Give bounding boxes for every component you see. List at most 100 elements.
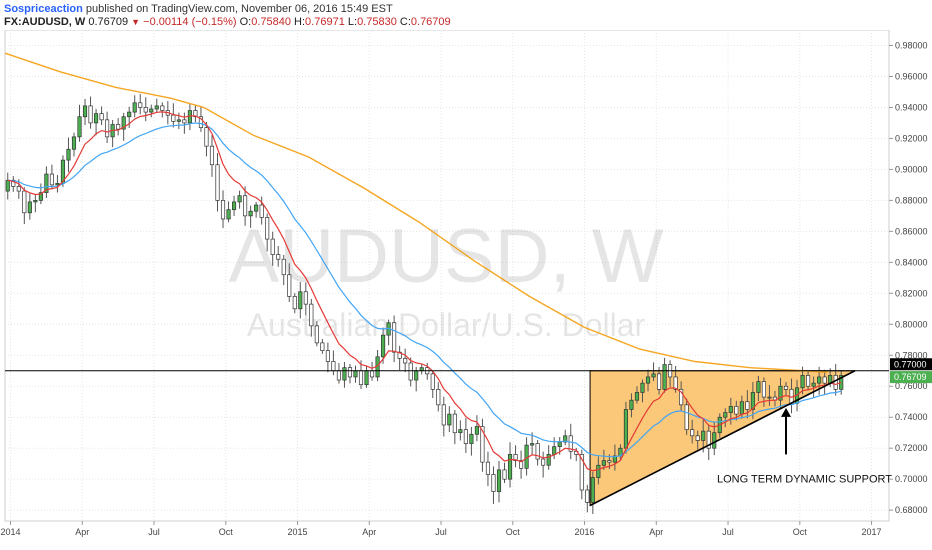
- candle: [27, 193, 32, 220]
- candle: [193, 104, 198, 123]
- candle-body: [745, 401, 750, 410]
- candle-body: [496, 469, 502, 492]
- candle: [5, 172, 10, 200]
- candle: [596, 456, 601, 485]
- candle-body: [276, 254, 281, 260]
- candle-body: [568, 435, 573, 452]
- price-tick-label: 0.98000: [895, 40, 928, 50]
- candle: [651, 362, 656, 382]
- high-label: H:: [294, 16, 306, 28]
- candle-body: [656, 373, 662, 390]
- candle: [259, 196, 264, 225]
- last-price: 0.76709: [88, 16, 129, 28]
- candle: [469, 426, 474, 456]
- candle: [452, 409, 457, 445]
- candle: [535, 439, 540, 466]
- time-axis[interactable]: 2014 Apr Jul Oct 2015 Apr Jul Oct 2016 Apr Jul Oct 2…: [1, 521, 882, 537]
- candle: [314, 321, 319, 347]
- price-tick-label: 0.76000: [895, 381, 928, 391]
- candle-body: [314, 325, 319, 344]
- candle-body: [392, 322, 397, 353]
- candle-body: [579, 454, 584, 491]
- candle: [822, 369, 827, 395]
- candle-body: [237, 195, 242, 203]
- price-tick-label: 0.80000: [895, 319, 928, 329]
- candle-body: [530, 443, 535, 446]
- candle-body: [480, 426, 485, 463]
- candle: [408, 357, 413, 387]
- watermark-symbol: AUDUSD, W: [229, 214, 664, 299]
- candle: [99, 106, 104, 126]
- candle: [397, 345, 402, 371]
- candle-body: [640, 382, 645, 393]
- candle-body: [474, 426, 479, 435]
- candle: [132, 95, 137, 118]
- price-chart[interactable]: AUDUSD, W Australian Dollar/U.S. Dollar …: [0, 30, 932, 550]
- candle-body: [403, 358, 408, 364]
- candle-body: [739, 401, 744, 415]
- candle-body: [452, 413, 457, 434]
- candle: [22, 187, 27, 225]
- candle-body: [281, 258, 286, 276]
- candle: [463, 418, 468, 453]
- price-tick-label: 0.94000: [895, 102, 928, 112]
- candle: [231, 195, 237, 217]
- candle: [254, 201, 259, 218]
- publish-info: published on TradingView.com, November 0…: [82, 3, 393, 15]
- time-tick-label: Jul: [148, 527, 160, 537]
- candle: [568, 423, 573, 460]
- candle-body: [132, 102, 137, 113]
- candle-body: [364, 370, 369, 386]
- candle-body: [728, 406, 733, 413]
- last-price-tag-bg: [890, 371, 932, 384]
- high-value: 0.76971: [305, 16, 345, 28]
- price-tick-label: 0.82000: [895, 288, 928, 298]
- candle: [684, 398, 689, 435]
- candle-body: [623, 409, 629, 449]
- candle-body: [485, 461, 491, 475]
- candle: [436, 382, 441, 412]
- candle-body: [761, 381, 766, 398]
- candle-body: [817, 376, 822, 384]
- candle-body: [71, 136, 77, 150]
- candle: [695, 430, 700, 450]
- candle: [33, 194, 38, 213]
- support-annotation: LONG TERM DYNAMIC SUPPORT: [717, 473, 892, 485]
- candle-body: [684, 404, 689, 430]
- candle: [226, 201, 231, 223]
- time-tick-label: Jul: [435, 527, 447, 537]
- price-axis[interactable]: 0.68000 0.70000 0.72000 0.74000 0.76000 0.780…: [889, 40, 928, 515]
- candle: [612, 444, 617, 471]
- candle: [474, 415, 479, 442]
- down-arrow-icon: ▼: [131, 17, 141, 27]
- candle: [690, 419, 695, 444]
- candle: [485, 451, 491, 487]
- candle: [287, 263, 292, 302]
- candle: [530, 432, 535, 455]
- candle-body: [519, 460, 524, 469]
- candle: [248, 205, 253, 228]
- candle-body: [303, 291, 308, 305]
- time-tick-label: Jul: [722, 527, 734, 537]
- candle: [220, 190, 226, 229]
- candle-body: [695, 435, 700, 441]
- candle: [309, 298, 314, 337]
- candle: [430, 370, 435, 399]
- candle: [143, 97, 148, 122]
- candle-body: [679, 388, 684, 406]
- author-link[interactable]: Sospriceaction: [4, 3, 83, 15]
- candles: [5, 94, 844, 514]
- candle: [381, 327, 386, 364]
- candle: [679, 381, 684, 411]
- price-change: −0.00114 (−0.15%): [143, 16, 237, 28]
- candle: [77, 104, 82, 142]
- candle-body: [701, 430, 706, 441]
- candle: [265, 213, 270, 252]
- candle-body: [160, 105, 165, 111]
- candle-body: [204, 127, 209, 147]
- candle-body: [706, 430, 711, 449]
- candle-body: [607, 460, 612, 463]
- candle-body: [458, 429, 463, 434]
- candle: [447, 406, 452, 432]
- candle: [811, 376, 816, 398]
